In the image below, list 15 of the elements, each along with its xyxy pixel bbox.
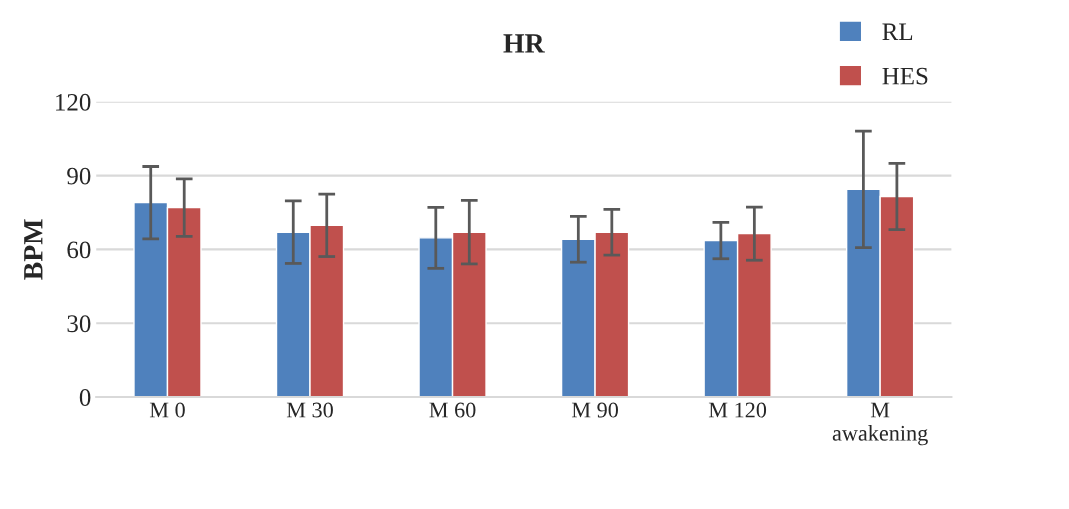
x-tick-label: M 60 (429, 402, 476, 418)
x-tick-label: M 90 (571, 402, 618, 418)
y-tick-label: 30 (67, 315, 91, 333)
x-tick-label: M awakening (832, 402, 928, 446)
y-tick-label: 60 (67, 241, 91, 259)
y-tick-label: 90 (67, 167, 91, 185)
chart-title: HR (503, 34, 545, 53)
legend-label: RL (882, 23, 913, 40)
legend-label: HES (882, 67, 928, 85)
x-tick-label: M 120 (708, 402, 767, 418)
x-tick-label: M 0 (149, 402, 185, 418)
y-tick-label: 120 (56, 93, 91, 111)
y-axis-title: BPM (24, 219, 43, 280)
x-tick-label: M 30 (286, 402, 333, 418)
y-tick-label: 0 (79, 389, 91, 406)
